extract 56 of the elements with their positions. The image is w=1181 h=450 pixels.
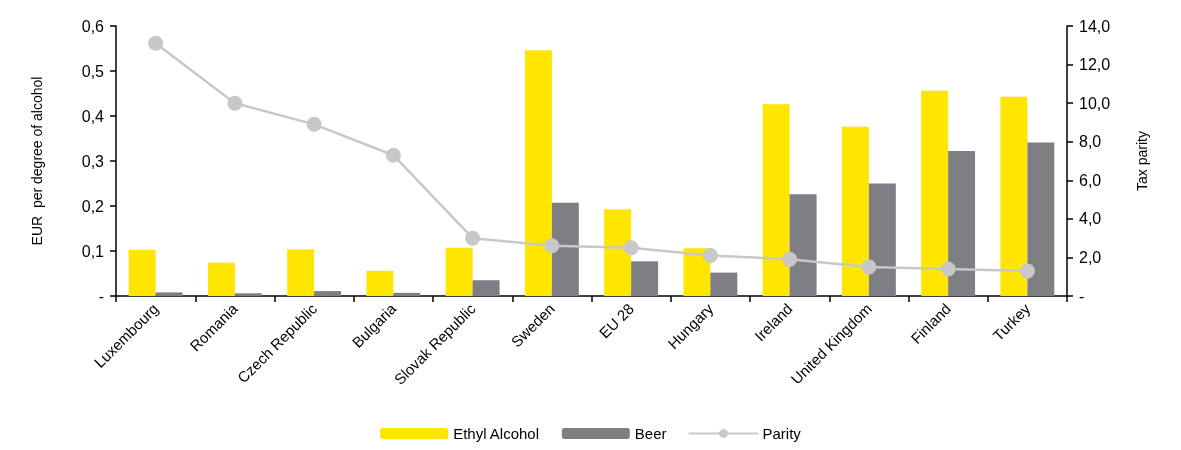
point xyxy=(227,95,243,111)
point xyxy=(148,35,164,51)
y-tick-label: 0,3 xyxy=(81,152,105,170)
bar xyxy=(393,292,421,296)
bar xyxy=(762,104,790,296)
point xyxy=(306,116,322,132)
bar xyxy=(314,291,342,296)
y2-tick-label: 10,0 xyxy=(1079,94,1111,112)
y2-axis-title: Tax parity xyxy=(1134,131,1150,191)
y2-tick-label: 4,0 xyxy=(1079,210,1102,228)
point xyxy=(1019,263,1035,279)
x-tick-label: EU 28 xyxy=(595,299,638,342)
y2-tick-label: 6,0 xyxy=(1079,171,1102,189)
point xyxy=(385,147,401,163)
y2-tick-label: 2,0 xyxy=(1079,248,1102,266)
y2-tick-label: 14,0 xyxy=(1079,17,1111,35)
point xyxy=(465,230,481,246)
bar xyxy=(155,292,183,296)
bar xyxy=(710,272,738,296)
bar xyxy=(789,194,817,296)
bar xyxy=(207,262,235,296)
bar xyxy=(445,247,473,296)
y2-tick-label: 12,0 xyxy=(1079,56,1111,74)
y-tick-label: 0,4 xyxy=(81,107,105,125)
bar xyxy=(604,209,632,296)
y-tick-label: 0,6 xyxy=(81,17,105,35)
legend-label: Beer xyxy=(634,425,667,442)
point xyxy=(544,238,560,254)
point xyxy=(861,259,877,275)
bar xyxy=(551,202,579,296)
bar xyxy=(841,126,869,296)
bar xyxy=(868,183,896,296)
bar xyxy=(524,50,552,296)
y-tick-label: - xyxy=(98,287,104,305)
bar xyxy=(631,261,659,296)
point xyxy=(940,261,956,277)
bar xyxy=(366,270,394,296)
bar xyxy=(1000,96,1028,296)
y-tick-label: 0,1 xyxy=(81,242,105,260)
point xyxy=(702,248,718,263)
bar xyxy=(234,293,262,296)
point xyxy=(782,251,798,267)
bar xyxy=(1027,142,1055,296)
y-tick-label: 0,2 xyxy=(81,197,105,215)
y-axis-title: EUR per degree of alcohol xyxy=(29,76,45,246)
legend-label: Parity xyxy=(762,425,802,442)
bar xyxy=(921,90,949,296)
legend-label: Ethyl Alcohol xyxy=(453,425,540,442)
y2-tick-label: - xyxy=(1079,287,1085,305)
bar xyxy=(128,249,156,296)
bar xyxy=(948,151,976,296)
y2-tick-label: 8,0 xyxy=(1079,133,1102,151)
y-tick-label: 0,5 xyxy=(81,62,105,80)
bar xyxy=(287,249,315,296)
point xyxy=(623,240,639,256)
bar xyxy=(472,280,500,296)
